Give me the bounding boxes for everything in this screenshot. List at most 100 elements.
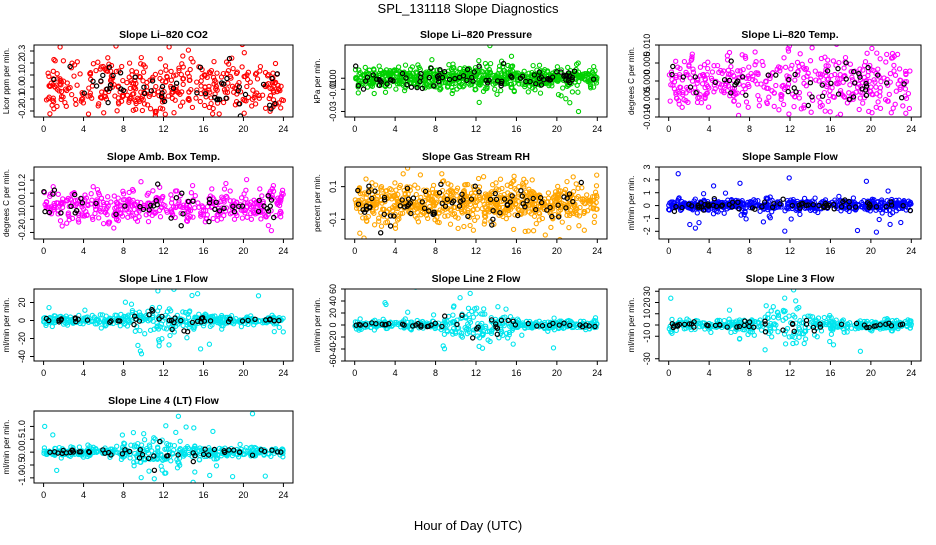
- data-point: [164, 68, 168, 72]
- data-point: [468, 291, 472, 295]
- data-point: [242, 192, 246, 196]
- data-point: [712, 240, 716, 244]
- points: [353, 275, 599, 382]
- y-axis-label: percent per min.: [313, 174, 322, 232]
- data-point: [504, 307, 508, 311]
- data-point: [203, 103, 207, 107]
- data-point: [543, 233, 547, 237]
- data-point: [693, 226, 697, 230]
- data-point: [848, 62, 852, 66]
- data-point: [848, 83, 852, 87]
- data-point: [857, 107, 861, 111]
- data-point-highlighted: [781, 197, 785, 201]
- data-point: [679, 123, 683, 127]
- data-point: [531, 64, 535, 68]
- panel-title: Slope Li–820 Temp.: [741, 29, 838, 41]
- data-point: [530, 178, 534, 182]
- y-tick-label: 60: [328, 284, 338, 294]
- data-point: [128, 121, 132, 125]
- data-point: [783, 229, 787, 233]
- data-point: [690, 52, 694, 56]
- data-point: [48, 119, 52, 123]
- data-point: [251, 88, 255, 92]
- y-tick-label: -20: [17, 332, 27, 345]
- data-point: [106, 195, 110, 199]
- data-point: [901, 104, 905, 108]
- data-point: [551, 346, 555, 350]
- data-point: [532, 214, 536, 218]
- data-point: [58, 219, 62, 223]
- data-point: [511, 227, 515, 231]
- data-point: [870, 46, 874, 50]
- data-point: [186, 48, 190, 52]
- data-point: [212, 60, 216, 64]
- data-point: [149, 107, 153, 111]
- data-point: [245, 215, 249, 219]
- data-point: [498, 177, 502, 181]
- data-point: [710, 70, 714, 74]
- data-point-highlighted: [361, 87, 365, 91]
- data-point: [56, 192, 60, 196]
- data-point: [181, 100, 185, 104]
- data-point: [697, 221, 701, 225]
- data-point: [723, 191, 727, 195]
- data-point: [887, 92, 891, 96]
- data-point: [47, 306, 51, 310]
- data-point: [364, 177, 368, 181]
- x-tick-label: 12: [158, 246, 168, 256]
- data-point: [669, 296, 673, 300]
- data-point: [524, 275, 528, 279]
- y-tick-label: 0.1: [17, 69, 27, 82]
- data-point: [826, 99, 830, 103]
- data-point: [568, 101, 572, 105]
- data-point: [185, 336, 189, 340]
- data-point: [757, 98, 761, 102]
- data-point: [565, 180, 569, 184]
- x-tick-label: 0: [352, 368, 357, 378]
- points: [44, 40, 285, 136]
- data-point: [137, 215, 141, 219]
- data-point: [477, 176, 481, 180]
- data-point-highlighted: [836, 67, 840, 71]
- data-point: [70, 93, 74, 97]
- data-point: [258, 69, 262, 73]
- x-tick-label: 24: [278, 246, 288, 256]
- data-point: [272, 330, 276, 334]
- data-point: [222, 187, 226, 191]
- data-point: [231, 67, 235, 71]
- data-point-highlighted: [174, 196, 178, 200]
- data-point: [60, 224, 64, 228]
- data-point: [892, 63, 896, 67]
- data-point: [273, 61, 277, 65]
- data-point: [255, 77, 259, 81]
- data-point: [191, 184, 195, 188]
- data-point: [239, 325, 243, 329]
- x-tick-label: 24: [278, 368, 288, 378]
- data-point: [488, 44, 492, 48]
- data-point: [520, 333, 524, 337]
- y-tick-label: 0.2: [17, 174, 27, 187]
- data-point: [499, 89, 503, 93]
- x-tick-label: 20: [238, 368, 248, 378]
- y-axis-label: kPa per min.: [313, 59, 322, 104]
- data-point-highlighted: [106, 101, 110, 105]
- data-point: [787, 176, 791, 180]
- data-point: [782, 102, 786, 106]
- panel-title: Slope Amb. Box Temp.: [107, 151, 220, 163]
- data-point: [864, 179, 868, 183]
- data-point: [556, 184, 560, 188]
- data-point: [668, 99, 672, 103]
- data-point: [123, 300, 127, 304]
- data-point: [879, 80, 883, 84]
- data-point: [837, 61, 841, 65]
- data-point: [878, 106, 882, 110]
- data-point: [777, 108, 781, 112]
- x-tick-label: 20: [552, 368, 562, 378]
- data-point: [189, 191, 193, 195]
- data-point: [744, 217, 748, 221]
